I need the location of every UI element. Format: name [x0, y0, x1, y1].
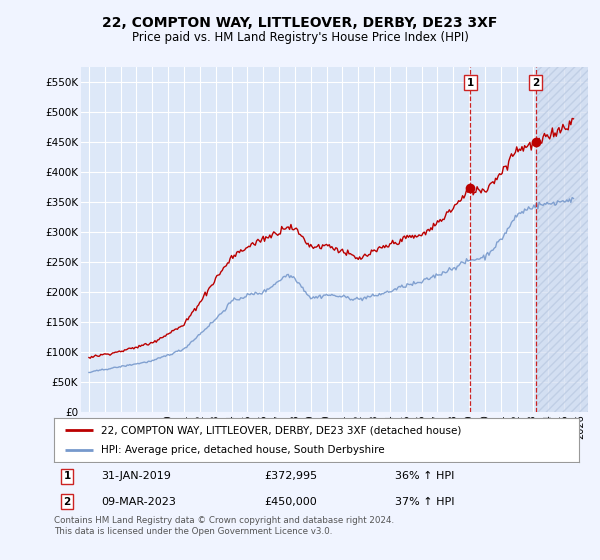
Text: £372,995: £372,995 [264, 472, 317, 482]
Text: 22, COMPTON WAY, LITTLEOVER, DERBY, DE23 3XF: 22, COMPTON WAY, LITTLEOVER, DERBY, DE23… [103, 16, 497, 30]
Text: Contains HM Land Registry data © Crown copyright and database right 2024.
This d: Contains HM Land Registry data © Crown c… [54, 516, 394, 536]
Text: £450,000: £450,000 [264, 497, 317, 507]
Bar [536, 67, 588, 412]
Text: HPI: Average price, detached house, South Derbyshire: HPI: Average price, detached house, Sout… [101, 445, 385, 455]
Text: 2: 2 [64, 497, 71, 507]
Text: 37% ↑ HPI: 37% ↑ HPI [395, 497, 455, 507]
Text: 1: 1 [467, 78, 474, 88]
Text: 09-MAR-2023: 09-MAR-2023 [101, 497, 176, 507]
Text: 2: 2 [532, 78, 539, 88]
Text: 22, COMPTON WAY, LITTLEOVER, DERBY, DE23 3XF (detached house): 22, COMPTON WAY, LITTLEOVER, DERBY, DE23… [101, 425, 461, 435]
Text: 1: 1 [64, 472, 71, 482]
Text: 31-JAN-2019: 31-JAN-2019 [101, 472, 171, 482]
Text: Price paid vs. HM Land Registry's House Price Index (HPI): Price paid vs. HM Land Registry's House … [131, 31, 469, 44]
Text: 36% ↑ HPI: 36% ↑ HPI [395, 472, 455, 482]
